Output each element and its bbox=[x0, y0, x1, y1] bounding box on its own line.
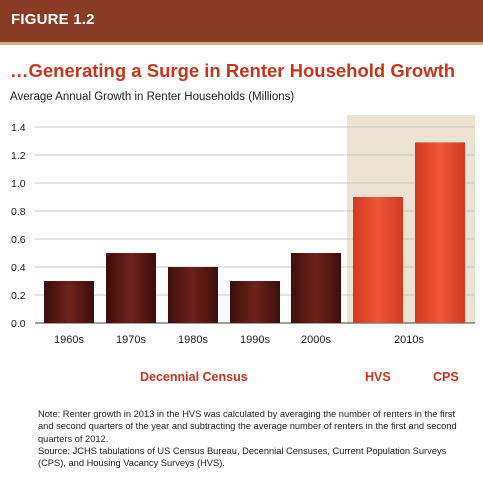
x-tick-label: 2010s bbox=[394, 334, 424, 346]
y-tick-label: 1.4 bbox=[11, 122, 26, 134]
group-label-cps: CPS bbox=[433, 370, 459, 384]
y-tick-label: 0.8 bbox=[11, 206, 26, 218]
group-label-hvs: HVS bbox=[365, 370, 391, 384]
bar-1970s bbox=[106, 253, 156, 323]
y-tick-label: 1.2 bbox=[11, 150, 26, 162]
source-text: Source: JCHS tabulations of US Census Bu… bbox=[38, 445, 447, 469]
x-tick-label: 1960s bbox=[54, 334, 84, 346]
bar-hvs bbox=[353, 197, 403, 323]
bar-chart: 0.0 0.2 0.4 0.6 0.8 1.0 1.2 1.4 1960s 1970s 1980s 1… bbox=[11, 115, 475, 346]
y-tick-label: 0.6 bbox=[11, 234, 26, 246]
x-tick-label: 1990s bbox=[240, 334, 270, 346]
bar-1960s bbox=[44, 281, 94, 323]
y-tick-label: 1.0 bbox=[11, 178, 26, 190]
x-tick-label: 1980s bbox=[178, 334, 208, 346]
bar-2000s bbox=[291, 253, 341, 323]
bar-1980s bbox=[168, 267, 218, 323]
chart-notes: Note: Renter growth in 2013 in the HVS w… bbox=[38, 408, 463, 469]
group-label-decennial-census: Decennial Census bbox=[140, 370, 248, 384]
y-tick-label: 0.4 bbox=[11, 262, 26, 274]
bar-1990s bbox=[230, 281, 280, 323]
bar-cps bbox=[415, 142, 465, 323]
y-tick-label: 0.0 bbox=[11, 318, 26, 330]
x-tick-label: 1970s bbox=[116, 334, 146, 346]
figure-banner: FIGURE 1.2 bbox=[0, 0, 483, 45]
note-text: Note: Renter growth in 2013 in the HVS w… bbox=[38, 409, 457, 444]
chart-title: …Generating a Surge in Renter Household … bbox=[10, 60, 456, 81]
chart-subtitle: Average Annual Growth in Renter Househol… bbox=[10, 91, 295, 103]
x-tick-label: 2000s bbox=[301, 334, 331, 346]
y-tick-label: 0.2 bbox=[11, 290, 26, 302]
figure-label: FIGURE 1.2 bbox=[11, 11, 95, 28]
